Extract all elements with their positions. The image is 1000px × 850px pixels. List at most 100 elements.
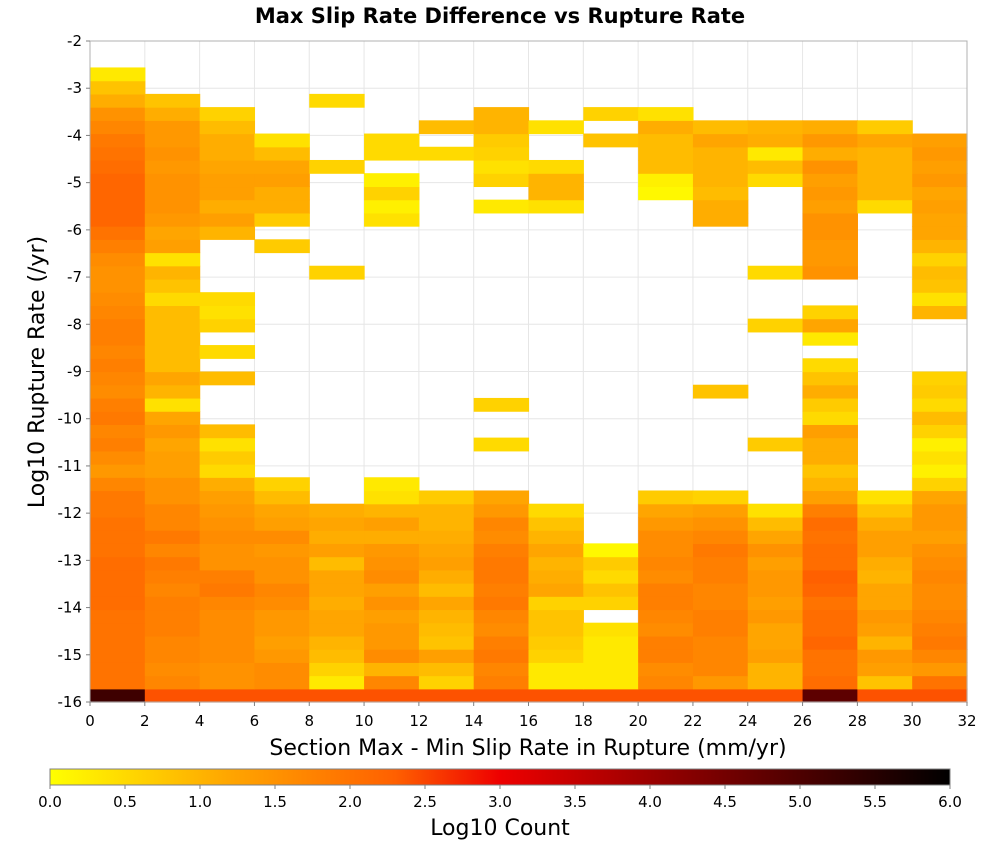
heatmap-cell [857, 556, 913, 571]
heatmap-cell [912, 635, 968, 650]
heatmap-cell [144, 252, 201, 267]
heatmap-cell [144, 397, 201, 412]
heatmap-cell [199, 675, 256, 690]
heatmap-cell [254, 635, 310, 650]
heatmap-cell [692, 662, 749, 677]
heatmap-cell [912, 173, 968, 188]
heatmap-cell [747, 159, 804, 174]
heatmap-cell [802, 397, 858, 412]
heatmap-cell [692, 569, 749, 584]
heatmap-cell [90, 622, 146, 637]
heatmap-cell [90, 159, 146, 174]
y-tick-label: -16 [58, 693, 83, 711]
heatmap-cell [528, 120, 584, 135]
heatmap-cell [254, 490, 310, 505]
heatmap-cell [144, 120, 201, 135]
heatmap-cell [418, 530, 475, 544]
y-tick-label: -13 [58, 551, 83, 569]
x-tick-label: 8 [304, 712, 314, 730]
heatmap-cell [747, 635, 804, 650]
heatmap-cell [473, 635, 530, 650]
heatmap-cell [199, 543, 256, 558]
heatmap-cell [364, 688, 420, 703]
heatmap-cell [418, 622, 475, 637]
heatmap-cell [309, 159, 365, 174]
heatmap-cell [144, 609, 201, 624]
heatmap-cell [364, 596, 420, 611]
heatmap-cell [144, 146, 201, 161]
heatmap-cell [418, 503, 475, 518]
heatmap-cell [912, 199, 968, 214]
heatmap-cell [912, 596, 968, 611]
heatmap-cell [199, 424, 256, 439]
heatmap-cell [528, 543, 584, 558]
heatmap-cell [692, 635, 749, 650]
heatmap-cell [144, 675, 201, 690]
heatmap-cell [364, 199, 420, 214]
heatmap-cell [528, 675, 584, 690]
x-axis: 0 2 4 6 8 10 12 14 16 18 20 22 24 26 28 30 32 [85, 702, 977, 730]
heatmap-cell [144, 649, 201, 663]
heatmap-cell [802, 609, 858, 624]
heatmap-cell [857, 543, 913, 558]
x-tick-label: 18 [574, 712, 593, 730]
heatmap-cell [802, 490, 858, 505]
heatmap-cell [857, 583, 913, 597]
heatmap-cell [90, 371, 146, 386]
heatmap-cell [418, 596, 475, 611]
heatmap-cell [528, 503, 584, 518]
heatmap-cell [90, 649, 146, 663]
heatmap-cell [747, 146, 804, 161]
heatmap-cell [199, 133, 256, 148]
heatmap-cell [418, 662, 475, 677]
x-tick-label: 2 [140, 712, 150, 730]
heatmap-cell [802, 437, 858, 452]
heatmap-cell [418, 635, 475, 650]
colorbar-tick-label: 4.0 [638, 793, 662, 811]
heatmap-cell [364, 622, 420, 637]
heatmap-cell [473, 543, 530, 558]
heatmap-cell [583, 596, 639, 611]
heatmap-cell [199, 688, 256, 703]
heatmap-cell [90, 345, 146, 359]
heatmap-cell [912, 292, 968, 306]
heatmap-cell [144, 543, 201, 558]
heatmap-cell [90, 226, 146, 240]
y-tick-label: -11 [58, 457, 83, 475]
heatmap-cell [90, 186, 146, 201]
heatmap-cell [802, 212, 858, 227]
heatmap-cell [199, 464, 256, 478]
heatmap-cell [747, 543, 804, 558]
heatmap-cell [254, 199, 310, 214]
heatmap-cell [364, 556, 420, 571]
heatmap-cell [90, 80, 146, 95]
heatmap-cell [473, 583, 530, 597]
y-axis-label: Log10 Rupture Rate (/yr) [25, 236, 50, 508]
heatmap-cell [528, 596, 584, 611]
heatmap-cell [199, 503, 256, 518]
heatmap-cell [144, 358, 201, 373]
heatmap-cell [912, 397, 968, 412]
heatmap-cell [692, 516, 749, 531]
heatmap-cell [912, 530, 968, 544]
heatmap-cell [912, 649, 968, 663]
heatmap-cell [912, 212, 968, 227]
heatmap-cell [144, 662, 201, 677]
heatmap-cell [638, 120, 694, 135]
heatmap-cell [802, 133, 858, 148]
heatmap-cell [90, 635, 146, 650]
heatmap-cell [912, 371, 968, 386]
heatmap-cell [857, 530, 913, 544]
heatmap-cell [199, 583, 256, 597]
heatmap-cell [144, 596, 201, 611]
heatmap-cell [857, 596, 913, 611]
heatmap-cell [857, 609, 913, 624]
heatmap-cell [528, 662, 584, 677]
heatmap-cell [528, 516, 584, 531]
heatmap-cell [254, 173, 310, 188]
heatmap-cell [857, 516, 913, 531]
heatmap-cell [473, 490, 530, 505]
heatmap-cell [309, 543, 365, 558]
heatmap-cell [199, 490, 256, 505]
